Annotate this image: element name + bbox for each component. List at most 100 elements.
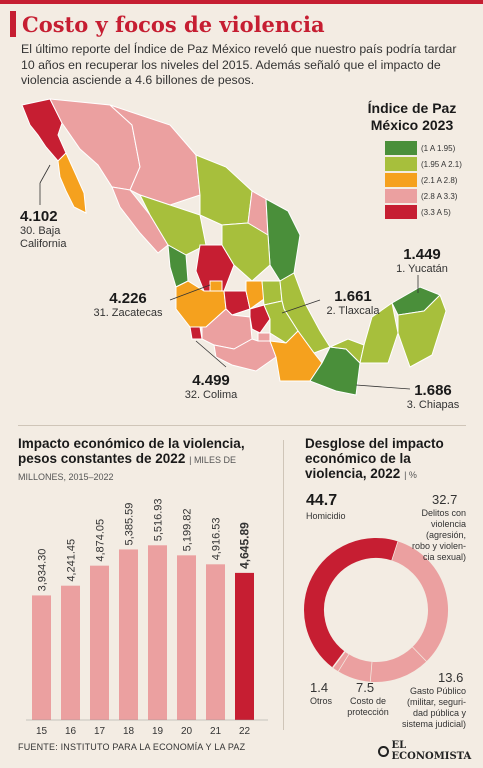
bar-category-label: 16 — [65, 726, 77, 737]
legend-swatch — [385, 141, 417, 155]
bar-category-label: 15 — [36, 726, 48, 737]
otros-label: Otros — [310, 696, 333, 706]
bar-category-label: 20 — [181, 726, 193, 737]
bar-value-label: 5,199.82 — [182, 509, 194, 552]
bar-value-label: 4,874.05 — [95, 519, 107, 562]
legend-swatch — [385, 157, 417, 171]
state-sinaloa — [111, 186, 169, 254]
impact-title: Impacto económico de la violencia, pesos… — [18, 436, 245, 466]
callout-label: 2. Tlaxcala — [326, 305, 380, 317]
legend-label: (2.8 A 3.3) — [421, 191, 458, 201]
delitos-line1: Delitos con — [421, 508, 466, 518]
callout-value: 4.226 — [109, 290, 147, 307]
legend-swatch — [385, 173, 417, 187]
state-durango — [139, 194, 207, 256]
breakdown-unit-text: % — [408, 470, 417, 480]
state-quintana-roo — [397, 294, 447, 368]
homicidio-label: Homicidio — [306, 511, 346, 521]
callout-label: 31. Zacatecas — [93, 307, 163, 319]
callout-label: 3. Chiapas — [406, 399, 460, 411]
logo-text: EL ECONOMISTA — [391, 740, 472, 762]
state-baja-california-sur — [57, 152, 87, 214]
callout-baja-california: 4.102 30. Baja California — [20, 208, 80, 251]
legend-item: (1.95 A 2.1) — [385, 157, 462, 171]
state-morelos — [257, 332, 271, 342]
legend-title-line2: México 2023 — [370, 117, 454, 133]
legend-title: Índice de Paz México 2023 — [352, 100, 472, 134]
delitos-line3: (agresión, — [425, 530, 466, 540]
bar-value-label: 3,934.30 — [37, 549, 49, 592]
bar — [90, 565, 109, 720]
callout-value: 4.499 — [192, 372, 230, 389]
breakdown-unit: | % — [404, 470, 417, 480]
leader-chiapas — [355, 384, 411, 390]
donut-slice — [332, 651, 349, 672]
state-aguascalientes — [209, 280, 223, 292]
callout-value: 1.449 — [403, 246, 441, 263]
bar-category-label: 19 — [152, 726, 164, 737]
bar-value-label: 4,645.89 — [238, 522, 252, 569]
breakdown-title: Desglose del impacto económico de la vio… — [305, 436, 444, 481]
impact-heading: Impacto económico de la violencia, pesos… — [18, 436, 280, 485]
delitos-value: 32.7 — [432, 492, 458, 507]
bar-category-label: 22 — [239, 726, 251, 737]
leader-colima — [195, 340, 227, 368]
state-guanajuato — [223, 290, 251, 316]
callout-label: 32. Colima — [184, 389, 238, 401]
gasto-line2: (militar, seguri- — [406, 697, 466, 707]
title-block: Costo y focos de violencia — [10, 10, 325, 38]
logo-mark-icon — [378, 745, 389, 757]
donut-slice — [304, 538, 399, 668]
state-colima — [189, 326, 203, 340]
legend-swatch — [385, 189, 417, 203]
legend-label: (1 A 1.95) — [421, 143, 456, 153]
bar — [61, 585, 80, 720]
callout-value: 1.686 — [414, 382, 452, 399]
legend-title-line1: Índice de Paz — [367, 100, 457, 116]
bar-value-label: 4,916.53 — [211, 517, 223, 560]
callout-yucatan: 1.449 1. Yucatán — [392, 246, 452, 276]
legend-item: (2.8 A 3.3) — [385, 189, 457, 203]
donut-slice — [391, 541, 448, 662]
page-title: Costo y focos de violencia — [22, 11, 325, 37]
leader-baja-california — [39, 164, 51, 184]
bar-category-label: 18 — [123, 726, 135, 737]
costo-line2: protección — [347, 707, 389, 717]
donut-separator — [369, 661, 373, 682]
state-coahuila — [195, 154, 253, 226]
impact-unit-text: MILES DE MILLONES, 2015–2022 — [18, 455, 236, 482]
impact-unit: | MILES DE MILLONES, 2015–2022 — [18, 455, 236, 482]
costo-value: 7.5 — [356, 680, 375, 695]
legend-item: (2.1 A 2.8) — [385, 173, 457, 187]
breakdown-heading: Desglose del impacto económico de la vio… — [305, 436, 475, 483]
state-tamaulipas — [265, 198, 301, 282]
delitos-line5: cia sexual) — [422, 552, 466, 562]
donut-slice — [337, 653, 373, 682]
callout-label: 1. Yucatán — [396, 263, 448, 275]
title-marker — [10, 11, 16, 37]
bar-value-label: 5,516.93 — [153, 498, 165, 541]
otros-value: 1.4 — [310, 680, 329, 695]
callout-chiapas: 1.686 3. Chiapas — [402, 382, 464, 412]
state-michoacan — [201, 308, 253, 350]
delitos-label: Delitos con violencia (agresión, robo y … — [410, 508, 466, 563]
leader-zacatecas — [169, 284, 211, 301]
legend-label: (2.1 A 2.8) — [421, 175, 458, 185]
bar — [177, 555, 196, 720]
legend-swatch — [385, 205, 417, 219]
gasto-line3: dad pública y — [412, 708, 466, 718]
state-queretaro — [245, 280, 265, 310]
state-san-luis-potosi — [221, 222, 271, 282]
callout-value: 1.661 — [334, 288, 372, 305]
callout-colima: 4.499 32. Colima — [176, 372, 246, 402]
mexico-map — [21, 98, 447, 396]
legend-label: (3.3 A 5) — [421, 207, 451, 217]
delitos-line4: robo y violen- — [411, 541, 466, 551]
legend-label: (1.95 A 2.1) — [421, 159, 462, 169]
column-divider — [283, 440, 284, 730]
callout-zacatecas: 4.226 31. Zacatecas — [86, 290, 170, 320]
top-accent-bar — [0, 0, 483, 4]
publisher-logo: EL ECONOMISTA — [378, 740, 483, 762]
bar — [32, 595, 51, 720]
gasto-line4: sistema judicial) — [401, 719, 466, 729]
